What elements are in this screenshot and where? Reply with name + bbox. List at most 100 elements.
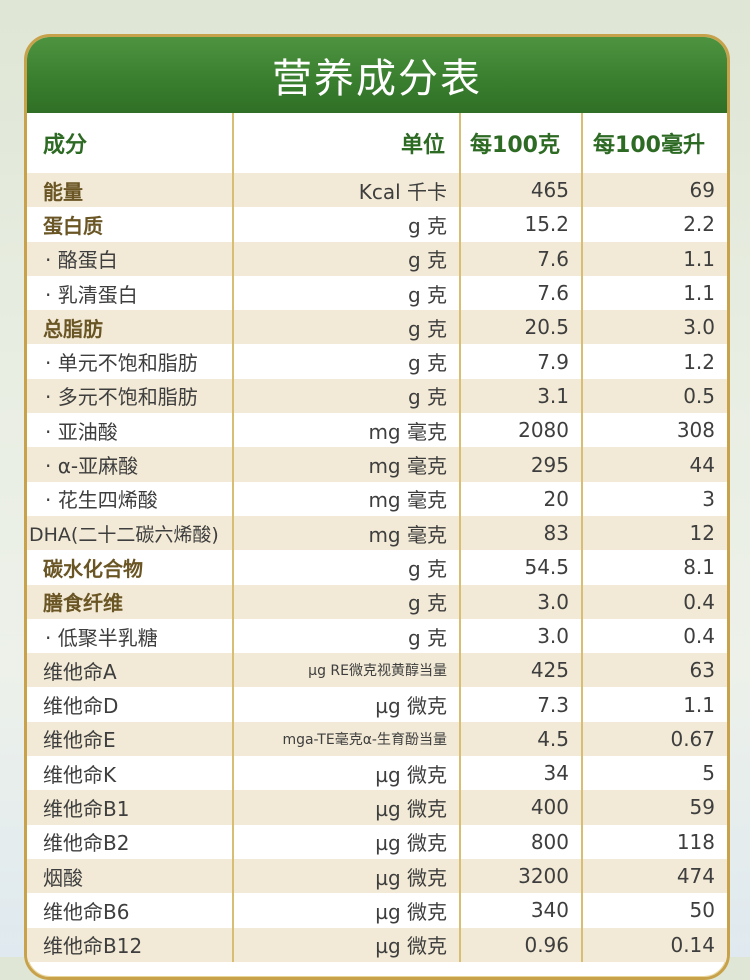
value-per-100g: 425 <box>460 653 583 688</box>
value-per-100g: 54.5 <box>460 550 583 585</box>
nutrient-unit: µg 微克 <box>233 824 461 859</box>
nutrient-name: · 花生四烯酸 <box>27 481 234 516</box>
value-per-100ml: 1.1 <box>582 687 727 722</box>
value-per-100g: 7.6 <box>460 241 583 276</box>
value-per-100g: 20 <box>460 481 583 516</box>
table-row: · 亚油酸 mg 毫克 2080 308 <box>27 413 727 448</box>
value-per-100g: 340 <box>460 893 583 928</box>
nutrient-unit: µg 微克 <box>233 927 461 962</box>
value-per-100g: 83 <box>460 515 583 551</box>
table-row: · 酪蛋白 g 克 7.6 1.1 <box>27 241 727 276</box>
value-per-100g: 4.5 <box>460 721 583 757</box>
nutrient-unit: mg 毫克 <box>233 481 461 516</box>
column-header-per100g: 每100克 <box>460 113 583 173</box>
value-per-100ml: 44 <box>582 447 727 482</box>
nutrient-unit: g 克 <box>233 344 461 379</box>
value-per-100g: 20.5 <box>460 310 583 345</box>
value-per-100ml: 12 <box>582 515 727 551</box>
value-per-100ml: 59 <box>582 790 727 825</box>
nutrient-unit: µg 微克 <box>233 790 461 825</box>
value-per-100ml: 1.2 <box>582 344 727 379</box>
nutrient-unit: µg 微克 <box>233 756 461 791</box>
value-per-100g: 800 <box>460 824 583 859</box>
value-per-100ml: 50 <box>582 893 727 928</box>
value-per-100g: 7.9 <box>460 344 583 379</box>
nutrient-unit: mg 毫克 <box>233 515 461 551</box>
nutrient-unit: g 克 <box>233 378 461 414</box>
value-per-100ml: 63 <box>582 653 727 688</box>
nutrient-name: · α-亚麻酸 <box>27 447 234 482</box>
nutrient-name: 维他命B1 <box>27 790 234 825</box>
table-row: 总脂肪 g 克 20.5 3.0 <box>27 310 727 345</box>
table-row: 碳水化合物 g 克 54.5 8.1 <box>27 550 727 585</box>
nutrient-unit: mg 毫克 <box>233 413 461 448</box>
page-title: 营养成分表 <box>272 56 482 102</box>
table-row: 维他命K µg 微克 34 5 <box>27 756 727 791</box>
value-per-100ml: 0.4 <box>582 584 727 619</box>
nutrient-name: · 多元不饱和脂肪 <box>27 378 234 414</box>
nutrient-unit: g 克 <box>233 584 461 619</box>
nutrient-unit: g 克 <box>233 550 461 585</box>
value-per-100ml: 3.0 <box>582 310 727 345</box>
nutrition-card: 营养成分表 成分 单位 每100克 每100毫升 能量 Kcal 千卡 465 69 蛋… <box>24 34 730 980</box>
nutrient-name: · 单元不饱和脂肪 <box>27 344 234 379</box>
value-per-100ml: 474 <box>582 858 727 894</box>
table-row: · 低聚半乳糖 g 克 3.0 0.4 <box>27 618 727 654</box>
nutrient-name: 维他命B12 <box>27 927 234 962</box>
nutrient-name: 碳水化合物 <box>27 550 234 585</box>
table-row: 维他命B2 µg 微克 800 118 <box>27 824 727 859</box>
value-per-100g: 2080 <box>460 413 583 448</box>
column-header-name: 成分 <box>27 113 234 173</box>
value-per-100ml: 0.5 <box>582 378 727 414</box>
nutrient-unit: g 克 <box>233 618 461 654</box>
nutrient-name: 烟酸 <box>27 858 234 894</box>
value-per-100g: 34 <box>460 756 583 791</box>
title-banner: 营养成分表 <box>27 37 727 113</box>
nutrient-name: 维他命K <box>27 756 234 791</box>
table-row: 维他命E mga-TE毫克α-生育酚当量 4.5 0.67 <box>27 721 727 757</box>
value-per-100ml: 1.1 <box>582 275 727 311</box>
nutrient-unit: µg 微克 <box>233 687 461 722</box>
table-row: DHA(二十二碳六烯酸) mg 毫克 83 12 <box>27 515 727 551</box>
value-per-100ml: 3 <box>582 481 727 516</box>
value-per-100g: 3200 <box>460 858 583 894</box>
value-per-100ml: 69 <box>582 173 727 208</box>
nutrient-name: · 亚油酸 <box>27 413 234 448</box>
value-per-100g: 3.0 <box>460 618 583 654</box>
nutrient-unit: g 克 <box>233 241 461 276</box>
table-row: 烟酸 µg 微克 3200 474 <box>27 858 727 894</box>
column-header-per100ml: 每100毫升 <box>582 113 727 173</box>
table-row: 蛋白质 g 克 15.2 2.2 <box>27 207 727 242</box>
value-per-100g: 3.1 <box>460 378 583 414</box>
value-per-100g: 465 <box>460 173 583 208</box>
value-per-100g: 0.96 <box>460 927 583 962</box>
nutrient-unit: µg RE微克视黄醇当量 <box>233 653 461 688</box>
nutrient-name: 能量 <box>27 173 234 208</box>
nutrient-name: · 低聚半乳糖 <box>27 618 234 654</box>
nutrient-unit: mg 毫克 <box>233 447 461 482</box>
nutrient-unit: µg 微克 <box>233 858 461 894</box>
value-per-100ml: 308 <box>582 413 727 448</box>
table-row: · 多元不饱和脂肪 g 克 3.1 0.5 <box>27 378 727 414</box>
table-row: · 乳清蛋白 g 克 7.6 1.1 <box>27 275 727 311</box>
value-per-100g: 7.3 <box>460 687 583 722</box>
nutrient-name: 维他命D <box>27 687 234 722</box>
value-per-100g: 295 <box>460 447 583 482</box>
value-per-100ml: 0.14 <box>582 927 727 962</box>
nutrient-name: 维他命B2 <box>27 824 234 859</box>
nutrient-name: 膳食纤维 <box>27 584 234 619</box>
table-row: 膳食纤维 g 克 3.0 0.4 <box>27 584 727 619</box>
nutrient-unit: mga-TE毫克α-生育酚当量 <box>233 721 461 757</box>
value-per-100ml: 1.1 <box>582 241 727 276</box>
value-per-100g: 7.6 <box>460 275 583 311</box>
value-per-100g: 400 <box>460 790 583 825</box>
nutrient-name: 维他命E <box>27 721 234 757</box>
value-per-100g: 3.0 <box>460 584 583 619</box>
value-per-100ml: 0.67 <box>582 721 727 757</box>
table-row: 维他命B1 µg 微克 400 59 <box>27 790 727 825</box>
table-row: 维他命B12 µg 微克 0.96 0.14 <box>27 927 727 962</box>
table-row: 维他命A µg RE微克视黄醇当量 425 63 <box>27 653 727 688</box>
table-row: · 花生四烯酸 mg 毫克 20 3 <box>27 481 727 516</box>
column-header-unit: 单位 <box>233 113 461 173</box>
